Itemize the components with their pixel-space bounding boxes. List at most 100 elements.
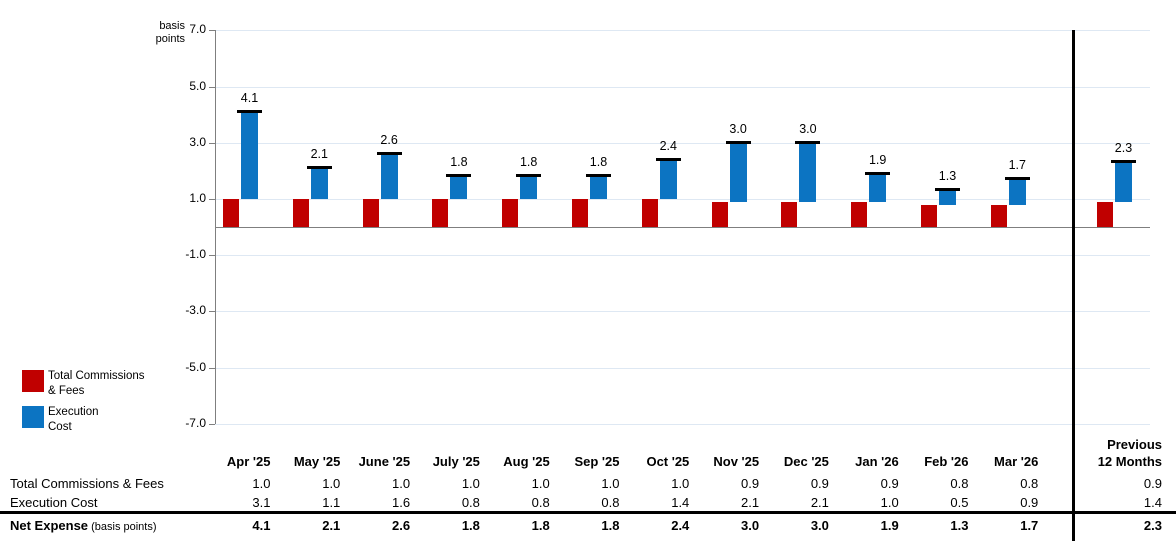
net-expense-marker bbox=[376, 151, 402, 155]
net-expense-value-label: 3.0 bbox=[799, 121, 817, 136]
y-axis-tick-label: -5.0 bbox=[185, 359, 206, 374]
y-axis-tick-label: 3.0 bbox=[189, 134, 206, 149]
net-expense-value-label: 2.4 bbox=[659, 138, 677, 153]
table-cell: 1.1 bbox=[322, 495, 341, 510]
y-axis-unit-line1: basis bbox=[159, 20, 185, 32]
table-col-header: Apr '25 bbox=[226, 454, 271, 469]
gridline bbox=[215, 367, 1150, 369]
bar-execution-cost bbox=[310, 167, 328, 199]
bar-execution-cost bbox=[1115, 162, 1132, 202]
net-expense-value-label: 1.8 bbox=[589, 155, 608, 170]
net-expense-value-label: 1.3 bbox=[938, 169, 957, 184]
table-cell: 2.6 bbox=[392, 518, 411, 533]
table-cell-summary: 1.4 bbox=[1143, 495, 1162, 510]
table-cell: 3.1 bbox=[252, 495, 271, 510]
y-axis-tick bbox=[209, 423, 215, 425]
bar-total-commissions bbox=[362, 198, 379, 227]
table-col-header: Aug '25 bbox=[503, 454, 550, 469]
legend-swatch-execution bbox=[22, 406, 44, 428]
net-expense-value-label: 1.8 bbox=[519, 155, 538, 170]
table-cell: 1.9 bbox=[880, 518, 899, 533]
bar-total-commissions bbox=[781, 201, 798, 227]
table-cell: 1.8 bbox=[601, 518, 620, 533]
bar-total-commissions bbox=[572, 198, 588, 227]
table-cell: 3.0 bbox=[741, 518, 760, 533]
y-axis-tick-label: -1.0 bbox=[185, 247, 206, 262]
bar-total-commissions bbox=[711, 201, 728, 227]
net-expense-value-label: 1.9 bbox=[868, 152, 887, 167]
bar-total-commissions bbox=[1097, 201, 1113, 227]
bar-execution-cost bbox=[939, 190, 956, 205]
gridline bbox=[215, 311, 1150, 313]
bar-total-commissions bbox=[990, 204, 1007, 227]
table-cell: 2.4 bbox=[671, 518, 690, 533]
table-cell: 2.1 bbox=[741, 495, 760, 510]
gridline bbox=[215, 30, 1150, 32]
net-expense-value-label: 1.7 bbox=[1008, 158, 1026, 173]
table-col-header: Feb '26 bbox=[924, 454, 969, 469]
table-cell: 3.0 bbox=[810, 518, 829, 533]
table-row-label: Net Expense (basis points) bbox=[10, 518, 157, 533]
table-cell: 1.4 bbox=[671, 495, 690, 510]
table-cell: 1.8 bbox=[531, 518, 550, 533]
net-expense-marker bbox=[1111, 160, 1136, 164]
y-axis-tick bbox=[209, 30, 215, 32]
y-axis-tick bbox=[209, 367, 215, 369]
table-cell: 1.0 bbox=[322, 476, 341, 491]
table-cell: 1.0 bbox=[671, 476, 690, 491]
bar-total-commissions bbox=[292, 198, 309, 227]
bar-execution-cost bbox=[659, 159, 677, 199]
legend-label-commissions: Total Commissions & Fees bbox=[48, 370, 145, 397]
table-cell: 1.0 bbox=[461, 476, 480, 491]
table-cell: 1.0 bbox=[601, 476, 620, 491]
y-axis-tick bbox=[209, 198, 215, 200]
y-axis-tick bbox=[209, 255, 215, 257]
bar-execution-cost bbox=[241, 111, 258, 199]
table-col-header: Nov '25 bbox=[713, 454, 760, 469]
table-cell: 2.1 bbox=[810, 495, 829, 510]
y-axis-tick-label: 1.0 bbox=[189, 190, 206, 205]
bar-execution-cost bbox=[450, 176, 468, 199]
table-col-header: Sep '25 bbox=[574, 454, 620, 469]
net-expense-value-label: 2.1 bbox=[310, 146, 328, 161]
bar-execution-cost bbox=[590, 176, 607, 199]
net-expense-marker bbox=[1004, 177, 1030, 181]
table-cell-summary: 0.9 bbox=[1143, 476, 1162, 491]
net-expense-value-label: 2.6 bbox=[380, 132, 398, 147]
table-cell: 1.0 bbox=[252, 476, 271, 491]
table-cell: 0.9 bbox=[880, 476, 899, 491]
table-cell: 1.7 bbox=[1020, 518, 1039, 533]
y-axis-tick bbox=[209, 311, 215, 313]
y-axis-tick bbox=[209, 86, 215, 88]
table-cell: 1.0 bbox=[392, 476, 411, 491]
table-cell: 0.8 bbox=[1020, 476, 1039, 491]
net-expense-value-label: 1.8 bbox=[450, 155, 468, 170]
bar-total-commissions bbox=[432, 198, 449, 227]
table-col-header: Jan '26 bbox=[855, 454, 899, 469]
net-expense-top-rule bbox=[0, 511, 1176, 514]
net-expense-marker bbox=[725, 140, 751, 144]
table-cell: 0.5 bbox=[950, 495, 969, 510]
table-col-header: July '25 bbox=[432, 454, 480, 469]
y-axis-unit-label: basis points bbox=[100, 20, 185, 46]
table-col-header: Oct '25 bbox=[646, 454, 690, 469]
table-cell: 0.8 bbox=[531, 495, 550, 510]
net-expense-value-label: 4.1 bbox=[240, 90, 259, 105]
table-cell: 1.0 bbox=[880, 495, 899, 510]
table-cell: 0.8 bbox=[601, 495, 620, 510]
y-axis-tick-label: -3.0 bbox=[185, 303, 206, 318]
table-cell: 1.0 bbox=[531, 476, 550, 491]
y-axis-line bbox=[215, 30, 216, 424]
y-axis-tick-label: -7.0 bbox=[185, 415, 206, 430]
bar-total-commissions bbox=[851, 201, 868, 227]
table-cell: 0.9 bbox=[1020, 495, 1039, 510]
table-cell-summary: 2.3 bbox=[1143, 518, 1162, 533]
gridline bbox=[215, 198, 1150, 200]
net-expense-marker bbox=[935, 188, 960, 192]
bar-execution-cost bbox=[729, 142, 747, 202]
table-cell: 0.9 bbox=[741, 476, 760, 491]
table-col-header: Mar '26 bbox=[994, 454, 1039, 469]
